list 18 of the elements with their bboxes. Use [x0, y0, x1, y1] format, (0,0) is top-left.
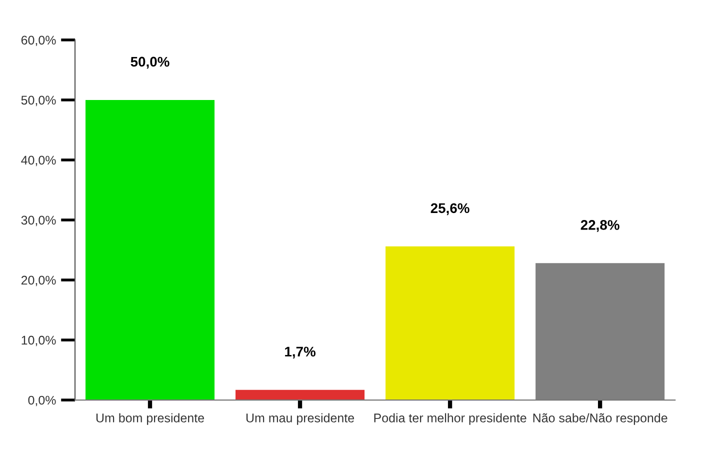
y-tick-label: 10,0% [22, 336, 56, 346]
y-tick-label: 40,0% [21, 156, 56, 166]
y-tick-label: 30,0% [21, 216, 56, 226]
x-tick-label: Podia ter melhor presidente [374, 413, 526, 425]
y-tick-label: 20,0% [21, 276, 56, 286]
x-tick-label: Um mau presidente [246, 413, 354, 425]
x-tick-label: Um bom presidente [96, 413, 204, 425]
x-tick-label: Não sabe/Não responde [533, 413, 668, 425]
bar [86, 100, 215, 400]
data-label: 25,6% [430, 203, 470, 216]
bar [386, 246, 515, 400]
y-tick-label: 50,0% [21, 96, 56, 106]
bar [236, 390, 365, 400]
y-tick-label: 60,0% [21, 36, 56, 46]
data-label: 1,7% [285, 346, 316, 359]
data-label: 50,0% [130, 56, 170, 69]
y-tick-label: 0,0% [28, 396, 56, 406]
data-label: 22,8% [580, 220, 620, 232]
